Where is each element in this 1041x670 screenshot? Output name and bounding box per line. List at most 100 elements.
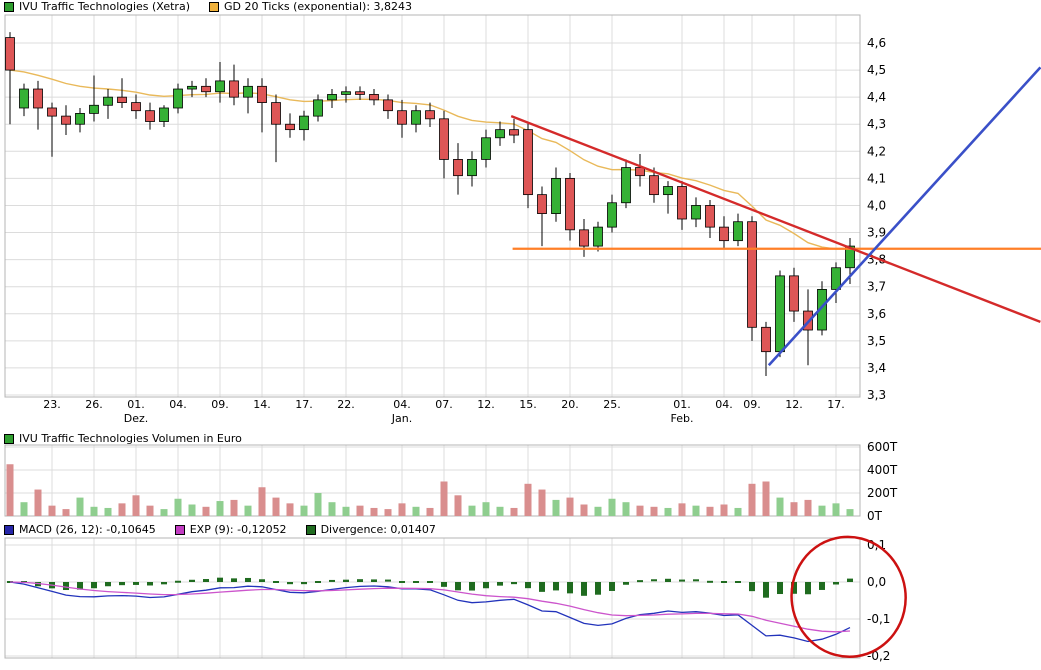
highlight-circle-annotation [790, 535, 907, 658]
divergence-bar [847, 578, 853, 582]
exp-swatch-icon [174, 525, 185, 535]
date-label: 04. [715, 398, 733, 411]
candle-body [341, 91, 351, 95]
date-label: 17. [827, 398, 845, 411]
volume-bar [720, 504, 728, 516]
candle-body [327, 94, 337, 101]
candle-body [607, 202, 617, 228]
volume-bar [398, 503, 406, 516]
candle-body [551, 177, 561, 214]
volume-bar [790, 502, 798, 516]
candle-body [845, 245, 855, 269]
divergence-bar [665, 578, 671, 582]
candle-body [509, 129, 519, 136]
volume-bar [580, 504, 588, 516]
date-label: 04. [393, 398, 411, 411]
divergence-bar [371, 579, 377, 582]
volume-bar [622, 502, 630, 516]
candle-body [439, 118, 449, 160]
divergence-bar [441, 582, 447, 587]
divergence-bar [399, 581, 405, 583]
candle-body [271, 102, 281, 125]
price-series-label: IVU Traffic Technologies (Xetra) [19, 0, 190, 13]
candle-body [397, 110, 407, 125]
candle-body [173, 88, 183, 109]
month-label: Feb. [671, 412, 694, 425]
divergence-bar [497, 582, 503, 586]
divergence-swatch-icon [305, 525, 316, 535]
candle-body [425, 110, 435, 120]
divergence-bar [483, 582, 489, 589]
volume-bar [706, 506, 714, 516]
divergence-bar [609, 582, 615, 591]
volume-bar [202, 506, 210, 516]
divergence-bar [217, 577, 223, 582]
candle-body [313, 99, 323, 117]
divergence-bar [329, 579, 335, 582]
volume-bar [216, 501, 224, 516]
downtrend-line [510, 114, 1041, 324]
divergence-bar [581, 582, 587, 596]
candle-body [89, 104, 99, 114]
volume-bar [146, 505, 154, 516]
divergence-bar [259, 579, 265, 582]
macd-swatch-icon [4, 525, 14, 535]
date-label: 23. [43, 398, 61, 411]
volume-axis-label: 200T [867, 486, 898, 500]
price-axis-label: 3,7 [867, 280, 886, 294]
divergence-bar [161, 582, 167, 585]
date-label: 14. [253, 398, 271, 411]
volume-bar [132, 495, 140, 516]
volume-legend: IVU Traffic Technologies Volumen in Euro [4, 433, 242, 445]
price-axis-label: 3,6 [867, 307, 886, 321]
divergence-bar [763, 582, 769, 598]
volume-bar [300, 505, 308, 516]
candle-body [369, 94, 379, 101]
divergence-bar [385, 579, 391, 582]
month-label: Dez. [124, 412, 149, 425]
divergence-bar [203, 579, 209, 582]
price-series-swatch-icon [4, 2, 14, 12]
candle-body [383, 99, 393, 112]
volume-bar [846, 509, 854, 516]
volume-axis-label: 600T [867, 440, 898, 454]
candle-body [453, 159, 463, 177]
volume-bar [160, 509, 168, 516]
divergence-bar [343, 579, 349, 582]
divergence-bar [833, 582, 839, 585]
divergence-bar [77, 582, 83, 590]
volume-bar [692, 505, 700, 516]
candle-body [831, 267, 841, 290]
candle-body [621, 167, 631, 204]
volume-bar [314, 493, 322, 516]
candle-body [19, 88, 29, 109]
volume-bar [650, 506, 658, 516]
divergence-bar [749, 582, 755, 592]
candle-body [775, 275, 785, 353]
divergence-bar [413, 581, 419, 583]
price-axis-label: 3,4 [867, 361, 886, 375]
volume-bar [384, 509, 392, 516]
divergence-bar [525, 582, 531, 589]
candle-body [159, 107, 169, 122]
volume-bar [454, 495, 462, 516]
date-label: 09. [743, 398, 761, 411]
candle-body [481, 137, 491, 160]
volume-axis-label: 0T [867, 509, 883, 523]
divergence-bar [735, 581, 741, 583]
divergence-bar [539, 582, 545, 592]
price-axis-label: 3,5 [867, 334, 886, 348]
macd-legend: MACD (26, 12): -0,10645 EXP (9): -0,1205… [4, 524, 436, 536]
volume-bar [328, 502, 336, 516]
volume-bar [6, 464, 14, 516]
candle-body [691, 205, 701, 220]
date-label: 15. [519, 398, 537, 411]
price-axis-label: 4,1 [867, 171, 886, 185]
uptrend-line [767, 66, 1041, 367]
candle-body [117, 96, 127, 103]
volume-bar [748, 483, 756, 516]
volume-bar [76, 497, 84, 516]
divergence-bar [301, 582, 307, 585]
divergence-bar [455, 582, 461, 591]
volume-bar [48, 505, 56, 516]
